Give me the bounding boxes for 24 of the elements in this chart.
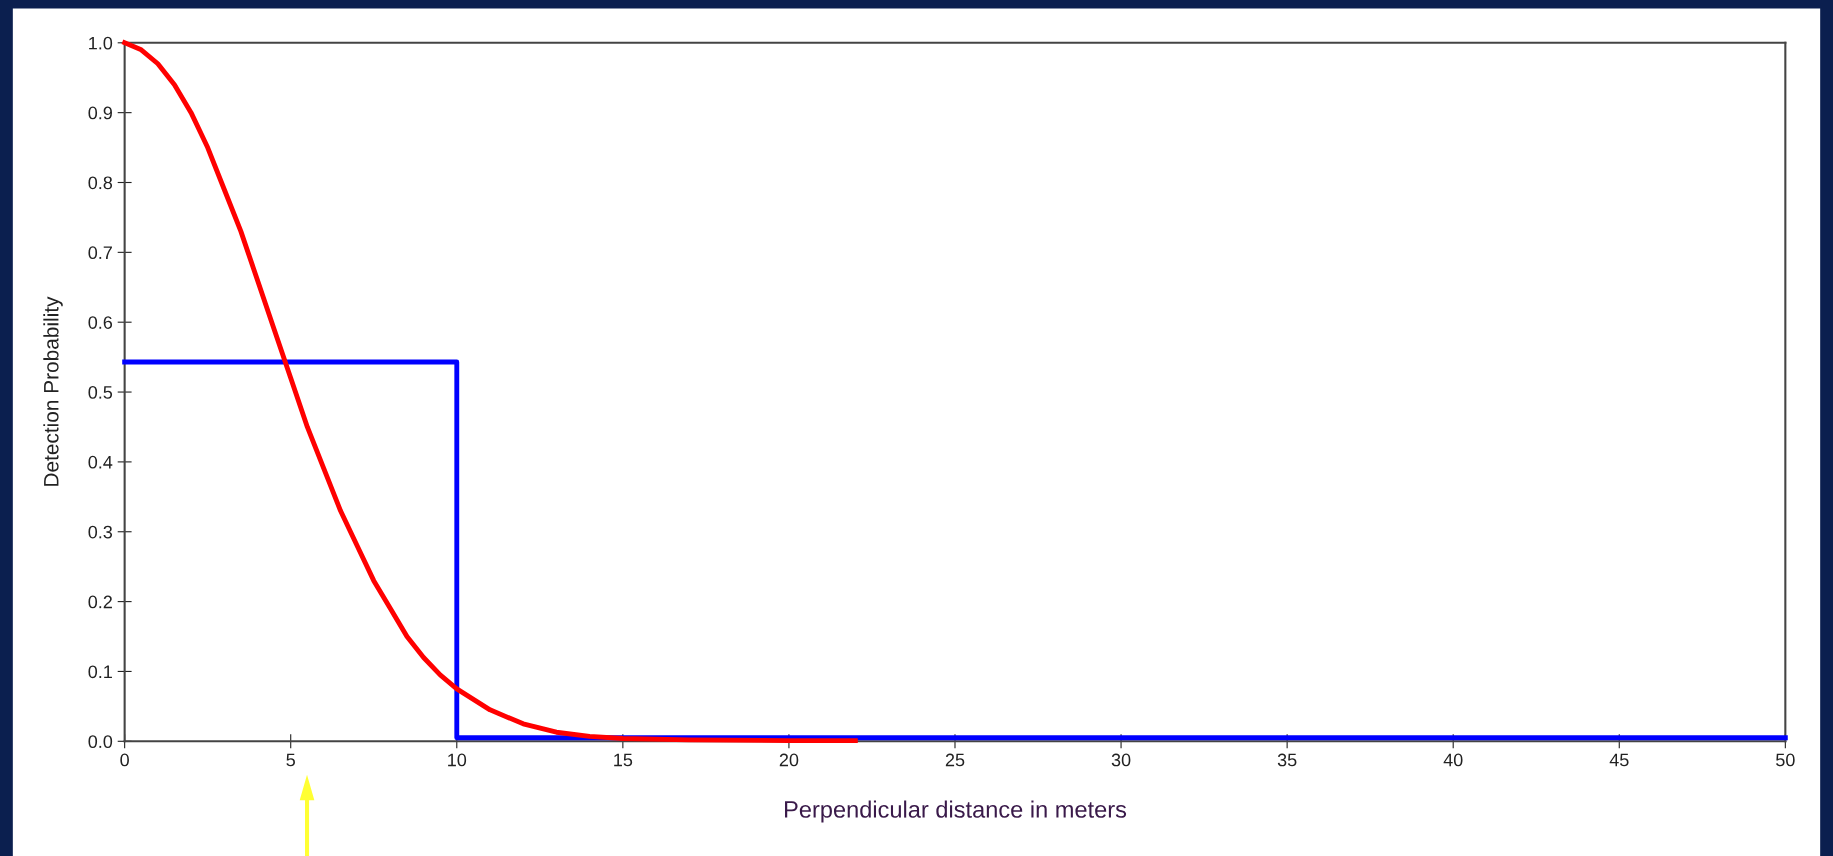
y-tick-label: 0.9 bbox=[88, 106, 112, 120]
y-tick-label: 0.6 bbox=[88, 316, 113, 329]
y-tick-label: 0.8 bbox=[88, 176, 113, 190]
y-tick-label: 0.1 bbox=[88, 665, 112, 679]
y-tick-label: 0.5 bbox=[88, 385, 113, 399]
x-tick-label: 20 bbox=[779, 753, 799, 767]
x-tick-label: 25 bbox=[945, 753, 965, 767]
x-tick-label: 50 bbox=[1776, 753, 1795, 767]
x-tick-label: 30 bbox=[1111, 753, 1131, 767]
x-tick-label: 5 bbox=[286, 753, 295, 767]
x-tick-label: 0 bbox=[120, 753, 129, 767]
y-tick-label: 1.0 bbox=[89, 36, 113, 50]
y-tick-label: 0.4 bbox=[88, 455, 113, 469]
x-tick-label: 45 bbox=[1609, 753, 1629, 767]
x-axis-title: Perpendicular distance in meters bbox=[785, 800, 1127, 823]
x-tick-label: 15 bbox=[614, 753, 633, 767]
y-tick-label: 0.7 bbox=[88, 246, 112, 260]
y-tick-label: 0.2 bbox=[88, 595, 112, 609]
x-tick-label: 40 bbox=[1443, 753, 1463, 767]
y-tick-label: 0.3 bbox=[88, 525, 113, 539]
y-tick-label: 0.0 bbox=[88, 735, 113, 749]
x-tick-label: 35 bbox=[1277, 753, 1297, 767]
y-axis-title: Detection Probability bbox=[43, 296, 63, 486]
x-tick-label: 10 bbox=[448, 753, 467, 767]
